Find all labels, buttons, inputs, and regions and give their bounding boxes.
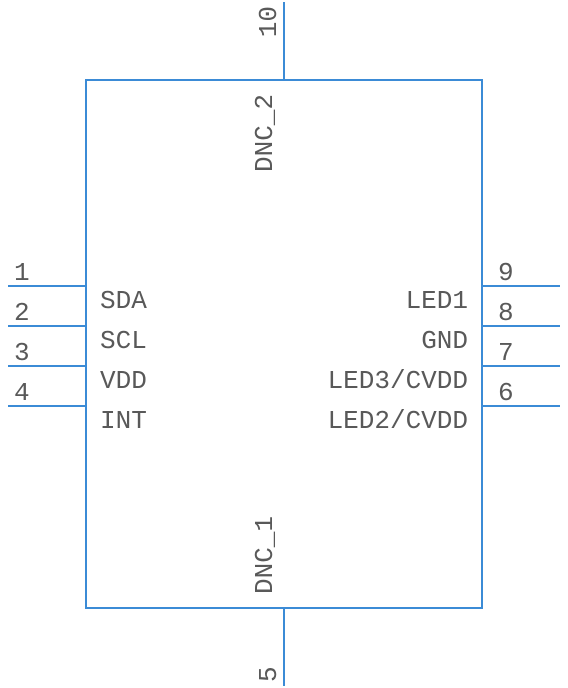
pin-1-number: 1 — [14, 258, 30, 288]
pin-6-number: 6 — [498, 378, 514, 408]
pin-4-label: INT — [100, 406, 147, 436]
pin-5-label: DNC_1 — [250, 516, 280, 594]
pin-3-label: VDD — [100, 366, 147, 396]
pin-8-number: 8 — [498, 298, 514, 328]
pin-8-label: GND — [421, 326, 468, 356]
pin-7-label: LED3/CVDD — [328, 366, 468, 396]
pin-9-number: 9 — [498, 258, 514, 288]
pin-6-label: LED2/CVDD — [328, 406, 468, 436]
pin-9-label: LED1 — [406, 286, 468, 316]
pin-1-label: SDA — [100, 286, 147, 316]
pin-7-number: 7 — [498, 338, 514, 368]
pin-3-number: 3 — [14, 338, 30, 368]
pin-2-label: SCL — [100, 326, 147, 356]
pin-10-label: DNC_2 — [250, 94, 280, 172]
pin-4-number: 4 — [14, 378, 30, 408]
pin-10-number: 10 — [254, 6, 284, 37]
pin-5-number: 5 — [254, 666, 284, 682]
pin-2-number: 2 — [14, 298, 30, 328]
